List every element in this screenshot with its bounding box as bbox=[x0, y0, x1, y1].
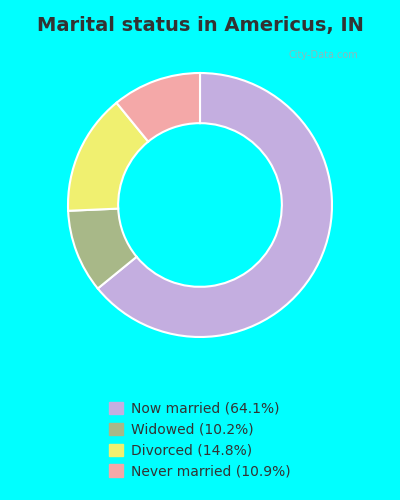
Wedge shape bbox=[68, 103, 148, 211]
Wedge shape bbox=[116, 73, 200, 142]
Text: Marital status in Americus, IN: Marital status in Americus, IN bbox=[36, 16, 364, 34]
Text: City-Data.com: City-Data.com bbox=[289, 50, 358, 60]
Wedge shape bbox=[68, 208, 137, 288]
Wedge shape bbox=[98, 73, 332, 337]
Legend: Now married (64.1%), Widowed (10.2%), Divorced (14.8%), Never married (10.9%): Now married (64.1%), Widowed (10.2%), Di… bbox=[102, 394, 298, 486]
